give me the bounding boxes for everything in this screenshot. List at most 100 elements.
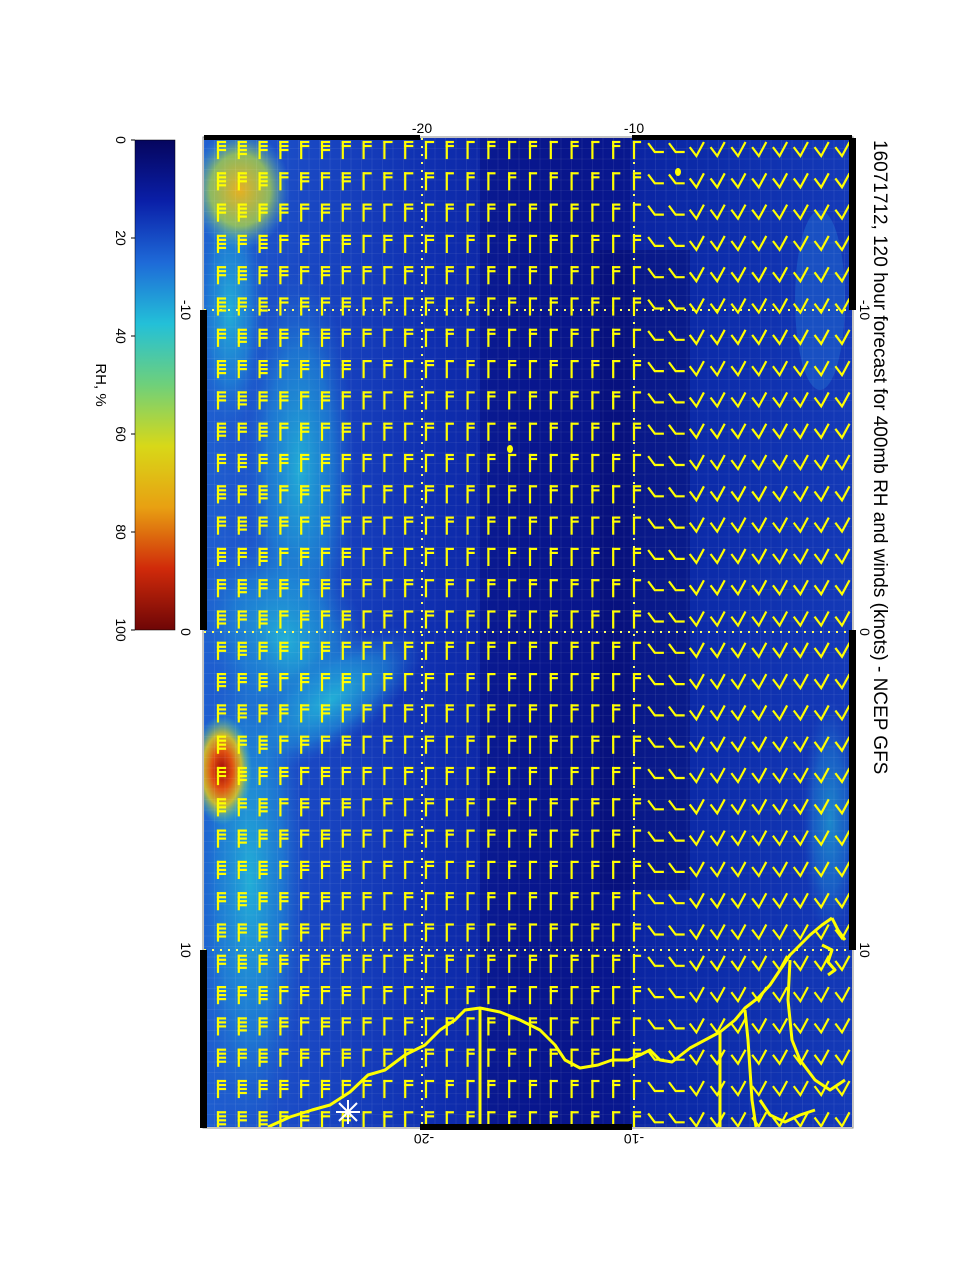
- wind-barb: [688, 454, 705, 472]
- wind-barb: [549, 453, 558, 473]
- wind-barb: [237, 985, 247, 1005]
- wind-barb: [404, 547, 414, 567]
- wind-barb: [792, 892, 809, 910]
- wind-barb: [709, 329, 726, 346]
- wind-barb: [341, 672, 351, 692]
- wind-barb: [772, 830, 789, 847]
- wind-barb: [668, 236, 685, 247]
- wind-barb: [258, 453, 268, 473]
- wind-barb: [834, 517, 851, 534]
- right-tick-label: -10: [857, 300, 873, 320]
- wind-barb: [751, 548, 768, 565]
- wind-barb: [730, 235, 747, 252]
- wind-barb: [424, 641, 435, 660]
- wind-barb: [279, 516, 289, 535]
- wind-barb: [834, 329, 851, 346]
- wind-barb: [528, 579, 538, 598]
- wind-barb: [383, 954, 393, 973]
- wind-barb: [466, 892, 475, 911]
- wind-barb: [237, 391, 247, 410]
- wind-barb: [279, 140, 289, 160]
- wind-barb: [300, 766, 310, 786]
- wind-barb: [549, 516, 558, 535]
- wind-barb: [508, 422, 517, 441]
- wind-barb: [751, 391, 768, 409]
- wind-barb: [508, 297, 517, 316]
- wind-barb: [834, 767, 851, 785]
- axis-bars: [200, 135, 856, 1130]
- wind-barb: [320, 829, 331, 848]
- wind-barb: [632, 892, 642, 911]
- wind-barb: [792, 579, 809, 597]
- wind-barb: [237, 360, 247, 379]
- wind-barb: [258, 547, 268, 567]
- wind-barb: [709, 986, 726, 1004]
- wind-barb: [668, 392, 685, 404]
- station-dot: [675, 168, 681, 176]
- wind-barb: [300, 328, 310, 347]
- wind-barb: [320, 1017, 331, 1036]
- wind-barb: [688, 955, 705, 972]
- wind-barb: [591, 547, 600, 567]
- wind-barb: [612, 704, 621, 723]
- wind-barb: [341, 172, 351, 191]
- wind-barb: [834, 204, 851, 221]
- wind-barb: [424, 422, 435, 441]
- wind-barb: [404, 704, 414, 723]
- wind-barb: [383, 829, 393, 848]
- wind-barb: [632, 923, 642, 942]
- wind-barb: [424, 297, 435, 316]
- wind-barb: [792, 642, 809, 659]
- wind-barb: [591, 172, 600, 191]
- wind-barb: [445, 391, 454, 410]
- wind-barb: [487, 360, 496, 379]
- wind-barb: [445, 766, 454, 786]
- wind-barb: [300, 391, 310, 410]
- wind-barb: [612, 266, 621, 285]
- wind-barb: [487, 140, 496, 160]
- wind-barb: [508, 485, 517, 504]
- wind-barb: [772, 1049, 789, 1066]
- wind-barb: [258, 516, 268, 535]
- wind-barb: [709, 391, 726, 409]
- wind-barb: [508, 234, 517, 253]
- wind-barb: [237, 892, 247, 911]
- wind-barb: [362, 735, 372, 754]
- wind-barb: [424, 485, 435, 504]
- wind-barb: [279, 672, 289, 692]
- wind-barb: [279, 266, 289, 285]
- wind-barb: [487, 829, 496, 848]
- wind-barb: [709, 360, 726, 378]
- wind-barb: [813, 611, 830, 628]
- wind-barb: [216, 172, 227, 191]
- wind-barb: [383, 735, 393, 754]
- wind-barb: [751, 298, 768, 315]
- wind-barb: [772, 861, 789, 878]
- wind-barb: [237, 641, 247, 660]
- wind-barb: [300, 829, 310, 848]
- wind-barb: [647, 298, 664, 310]
- wind-barb: [632, 422, 642, 441]
- colorbar-label: RH, %: [92, 363, 109, 406]
- wind-barb: [300, 704, 310, 723]
- wind-barb: [813, 266, 830, 284]
- wind-barb: [647, 643, 664, 654]
- wind-barb: [237, 672, 247, 692]
- wind-barb: [688, 861, 705, 878]
- wind-barb: [528, 610, 538, 629]
- wind-barb: [668, 705, 685, 717]
- wind-barb: [258, 923, 268, 942]
- wind-barb: [772, 172, 789, 190]
- wind-barb: [445, 234, 454, 253]
- wind-barb: [668, 361, 685, 373]
- wind-barb: [813, 517, 830, 534]
- wind-barb: [834, 266, 851, 284]
- wind-barb: [445, 1048, 454, 1067]
- wind-barb: [404, 798, 414, 817]
- wind-barb: [383, 1048, 393, 1067]
- wind-barb: [237, 704, 247, 723]
- wind-barb: [668, 173, 685, 185]
- wind-barb: [528, 266, 538, 285]
- wind-barb: [528, 453, 538, 473]
- wind-barb: [216, 798, 227, 817]
